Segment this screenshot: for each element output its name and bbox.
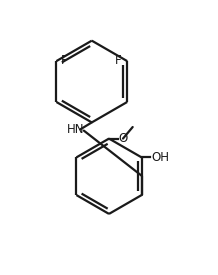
Text: O: O	[118, 132, 128, 145]
Text: F: F	[61, 54, 68, 67]
Text: F: F	[115, 54, 121, 67]
Text: HN: HN	[67, 123, 84, 136]
Text: OH: OH	[151, 151, 169, 164]
